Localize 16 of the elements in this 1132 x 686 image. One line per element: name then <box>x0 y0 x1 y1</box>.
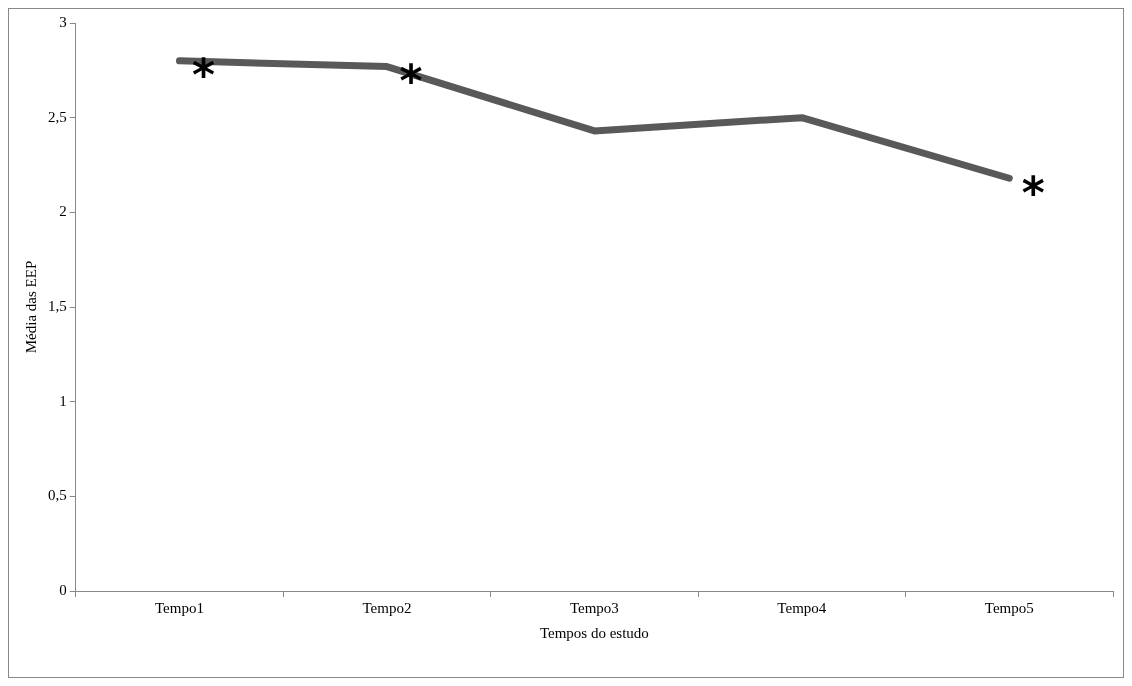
y-tick-label: 3 <box>59 13 67 30</box>
y-tick-label: 1,5 <box>48 297 67 314</box>
y-tick-label: 2 <box>59 203 67 220</box>
x-axis-title: Tempos do estudo <box>539 624 649 641</box>
x-tick-label: Tempo2 <box>362 599 412 616</box>
x-tick-label: Tempo1 <box>155 599 204 616</box>
x-tick-label: Tempo5 <box>984 599 1034 616</box>
y-tick-label: 2,5 <box>48 108 67 125</box>
y-tick-label: 0,5 <box>48 487 67 504</box>
annotation: * <box>191 49 215 101</box>
y-tick-label: 1 <box>59 392 67 409</box>
x-tick-label: Tempo3 <box>569 599 619 616</box>
annotation: * <box>1021 166 1045 218</box>
y-tick-label: 0 <box>59 581 67 598</box>
y-axis-title: Média das EEP <box>22 260 39 354</box>
x-tick-label: Tempo4 <box>777 599 827 616</box>
